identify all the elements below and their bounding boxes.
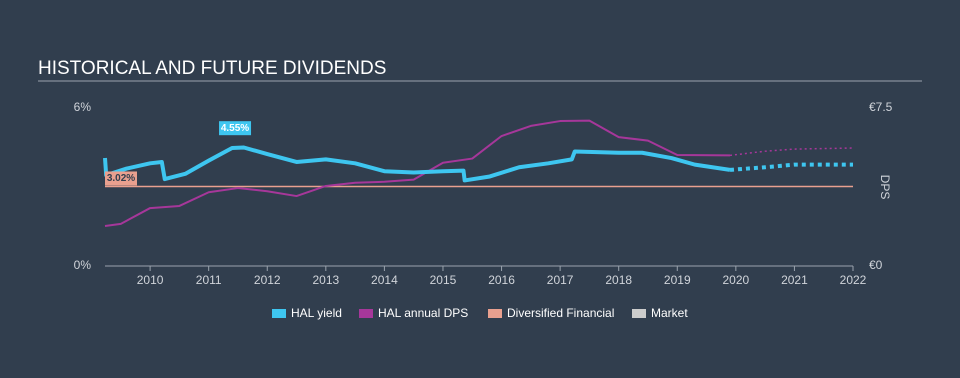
- legend-swatch: [632, 309, 646, 318]
- y-tick-label: 6%: [74, 100, 92, 114]
- y2-tick-label: €0: [869, 258, 883, 272]
- annotation-label: 3.02%: [107, 173, 135, 184]
- x-tick-label: 2020: [722, 273, 749, 287]
- annotation-box: [105, 171, 137, 186]
- legend-swatch: [272, 309, 286, 318]
- x-tick-label: 2019: [664, 273, 691, 287]
- y2-axis-label: DPS: [878, 175, 892, 200]
- x-tick-label: 2011: [196, 273, 222, 287]
- annotation-box: [219, 121, 252, 136]
- legend-label: HAL yield: [291, 306, 342, 320]
- x-tick-label: 2021: [781, 273, 808, 287]
- legend-label: HAL annual DPS: [378, 306, 468, 320]
- chart-title: HISTORICAL AND FUTURE DIVIDENDS: [38, 58, 386, 79]
- legend-swatch: [359, 309, 373, 318]
- forecast-line: [729, 162, 853, 172]
- legend-swatch: [488, 309, 502, 318]
- x-tick-label: 2015: [430, 273, 457, 287]
- x-tick-label: 2013: [312, 273, 339, 287]
- x-tick-label: 2018: [605, 273, 632, 287]
- forecast-line: [729, 147, 854, 157]
- x-tick-label: 2012: [254, 273, 281, 287]
- annotation-label: 4.55%: [221, 123, 249, 134]
- x-tick-label: 2010: [137, 273, 164, 287]
- x-tick-label: 2017: [547, 273, 574, 287]
- series-line: [104, 119, 731, 227]
- x-tick-label: 2014: [371, 273, 398, 287]
- x-tick-label: 2016: [488, 273, 515, 287]
- y-tick-label: 0%: [74, 258, 92, 272]
- legend-label: Diversified Financial: [507, 306, 614, 320]
- y2-tick-label: €7.5: [869, 100, 893, 114]
- series-line: [103, 145, 731, 183]
- x-tick-label: 2022: [840, 273, 867, 287]
- legend-label: Market: [651, 306, 688, 320]
